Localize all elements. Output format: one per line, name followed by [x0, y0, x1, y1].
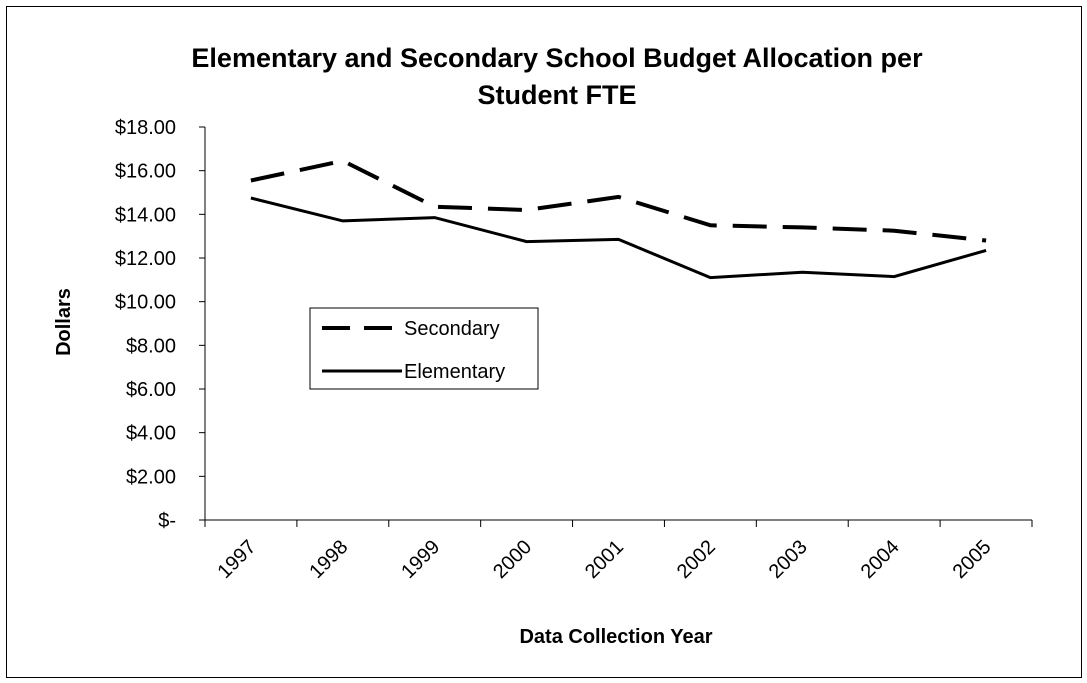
series-line-secondary — [250, 158, 987, 243]
chart-title-line1: Elementary and Secondary School Budget A… — [191, 43, 923, 73]
y-tick-label: $4.00 — [126, 423, 176, 445]
series-lines — [250, 158, 987, 280]
y-tick-label: $12.00 — [115, 248, 176, 270]
x-tick-label: 2004 — [857, 536, 904, 583]
y-axis: $18.00 $16.00 $14.00 $12.00 $10.00 $8.00 $6.00… — [115, 117, 206, 532]
x-tick-label: 2003 — [765, 536, 812, 583]
y-tick-label: $10.00 — [115, 292, 176, 314]
x-axis-title: Data Collection Year — [519, 626, 712, 648]
y-tick-label: $8.00 — [126, 335, 176, 357]
legend: Secondary Elementary — [309, 307, 539, 390]
x-tick-label: 2001 — [581, 536, 628, 583]
x-tick-label: 2005 — [949, 536, 996, 583]
chart-frame — [6, 6, 1082, 678]
x-axis: 1997 1998 1999 2000 2001 2002 2003 2004 2005 — [204, 519, 1033, 583]
x-tick-label: 2000 — [489, 536, 536, 583]
y-tick-label: $14.00 — [115, 204, 176, 226]
series-line-elementary — [250, 196, 987, 280]
y-tick-label: $2.00 — [126, 466, 176, 488]
y-tick-label: $6.00 — [126, 379, 176, 401]
y-tick-label: $16.00 — [115, 161, 176, 183]
x-tick-label: 2002 — [673, 536, 720, 583]
legend-label-elementary: Elementary — [404, 361, 505, 383]
y-tick-label: $18.00 — [115, 117, 176, 139]
x-tick-label: 1997 — [213, 536, 260, 583]
x-tick-label: 1999 — [397, 536, 444, 583]
legend-label-secondary: Secondary — [404, 318, 500, 340]
x-tick-label: 1998 — [305, 536, 352, 583]
y-axis-title: Dollars — [53, 288, 75, 356]
legend-box — [309, 307, 539, 390]
chart-title-line2: Student FTE — [478, 80, 637, 110]
y-tick-label: $- — [158, 510, 176, 532]
